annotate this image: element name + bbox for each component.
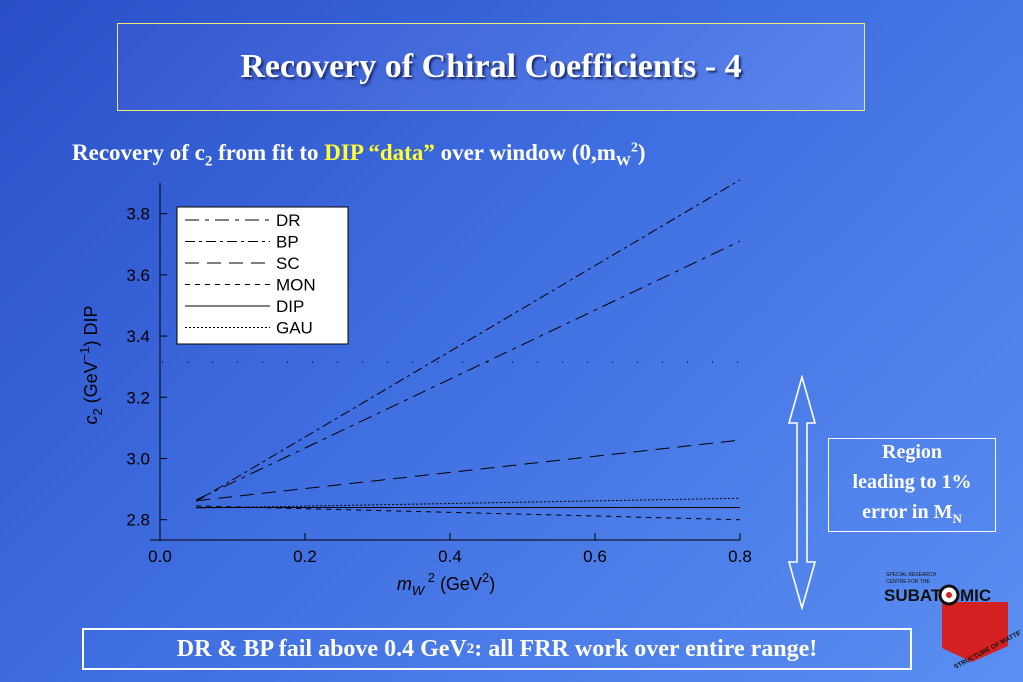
subtitle-end: ) — [637, 140, 646, 165]
y-tick-label: 3.0 — [126, 449, 150, 468]
y-axis-label-text: c2 (GeV−1) DIP — [77, 305, 105, 424]
region-note-box: Region leading to 1% error in MN — [828, 438, 996, 532]
legend-label-bp: BP — [276, 233, 299, 252]
x-axis: 0.0 0.2 0.4 0.6 0.8 — [148, 533, 752, 566]
x-tick-label: 0.6 — [583, 547, 607, 566]
double-arrow — [787, 375, 817, 610]
series-line-sc — [196, 439, 741, 502]
series-group — [195, 179, 741, 521]
legend-box — [176, 206, 349, 345]
region-note-line3-sub: N — [952, 510, 962, 526]
x-axis-label-text: mW 2 (GeV2) — [397, 570, 495, 598]
series-line-dr — [196, 240, 741, 501]
x-tick-label: 0.0 — [148, 547, 172, 566]
footer-pre: DR & BP fail above 0.4 GeV — [176, 635, 467, 662]
region-note-line1: Region — [882, 440, 942, 463]
y-tick-label: 3.6 — [126, 266, 150, 285]
logo-word-right: MIC — [960, 586, 991, 605]
legend-items: DR BP SC MON DIP GAU — [185, 211, 316, 338]
legend-label-dip: DIP — [276, 297, 304, 316]
y-tick-label: 3.4 — [126, 327, 150, 346]
double-arrow-shape — [787, 375, 817, 610]
x-axis-label: mW 2 (GeV2) — [397, 570, 495, 598]
y-tick-label: 3.2 — [126, 388, 150, 407]
subtitle-post-sup: 2 — [630, 140, 638, 156]
series-line-bp — [195, 179, 741, 502]
region-note-line2: leading to 1% — [852, 470, 972, 493]
legend-label-mon: MON — [276, 276, 316, 295]
logo-red-block — [942, 602, 1008, 662]
legend-label-gau: GAU — [276, 319, 313, 338]
x-tick-label: 0.4 — [438, 547, 462, 566]
logo-atom-core — [946, 592, 952, 598]
logo-word-left: SUBAT — [884, 586, 942, 605]
y-axis: 2.8 3.0 3.2 3.4 3.6 3.8 — [126, 183, 167, 535]
series-line-gau — [196, 497, 741, 509]
subtitle-post-sub: W — [615, 153, 631, 170]
footer-post: : all FRR work over entire range! — [474, 635, 818, 662]
subtitle-sub: 2 — [204, 153, 213, 170]
line-chart: 2.8 3.0 3.2 3.4 3.6 3.8 0.0 0.2 0.4 0.6 0.8 DR BP S… — [77, 179, 752, 598]
footer-box: DR & BP fail above 0.4 GeV 2 : all FRR wo… — [82, 628, 912, 670]
series-line-mon — [196, 505, 741, 521]
y-tick-label: 3.8 — [126, 205, 150, 224]
region-note-line3: error in M — [862, 500, 953, 523]
y-tick-label: 2.8 — [126, 511, 150, 530]
legend: DR BP SC MON DIP GAU — [176, 206, 349, 345]
title-banner: Recovery of Chiral Coefficients - 4 — [117, 23, 865, 111]
region-note-line3-wrap: error in MN — [829, 497, 995, 534]
x-tick-label: 0.2 — [293, 547, 317, 566]
subatomic-logo: SPECIAL RESEARCH CENTRE FOR THE SUBAT MI… — [884, 572, 1020, 668]
footer-sup: 2 — [466, 640, 475, 657]
y-axis-label: c2 (GeV−1) DIP — [77, 305, 105, 424]
subtitle-mid: from fit to — [212, 140, 325, 165]
logo-top-text-1: SPECIAL RESEARCH — [886, 572, 936, 578]
logo-top-text-2: CENTRE FOR THE — [886, 579, 930, 585]
legend-label-sc: SC — [276, 254, 300, 273]
legend-label-dr: DR — [276, 211, 301, 230]
subtitle-post: over window (0,m — [434, 140, 616, 165]
subtitle-highlight: DIP “data” — [324, 140, 435, 165]
x-tick-label: 0.8 — [728, 547, 752, 566]
subtitle-pre: Recovery of c — [72, 140, 205, 165]
slide-title: Recovery of Chiral Coefficients - 4 — [240, 48, 742, 85]
slide-subtitle: Recovery of c2 from fit to DIP “data” ov… — [72, 140, 646, 171]
